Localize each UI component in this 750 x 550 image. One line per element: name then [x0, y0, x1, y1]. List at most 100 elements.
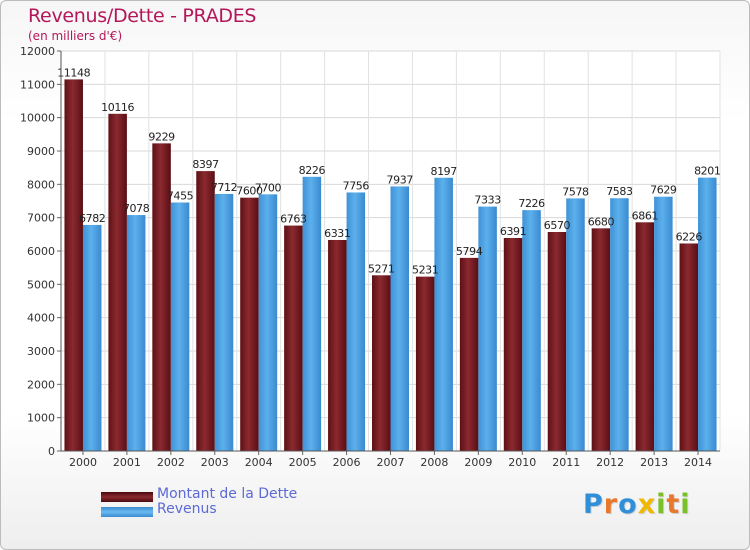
data-label-debt-2005: 6763 [280, 213, 307, 226]
bar-revenue-2011 [566, 198, 585, 451]
x-tick-label-2005: 2005 [289, 456, 317, 469]
data-label-debt-2002: 9229 [148, 130, 175, 143]
y-tick-label: 9000 [27, 145, 55, 158]
x-tick-label-2009: 2009 [464, 456, 492, 469]
legend-label-revenue: Revenus [157, 501, 217, 517]
data-label-debt-2000: 11148 [57, 66, 90, 79]
bar-revenue-2003 [214, 193, 234, 451]
y-tick-label: 6000 [27, 245, 55, 258]
data-label-revenue-2003: 7712 [211, 181, 237, 194]
y-tick-label: 4000 [27, 312, 55, 325]
data-label-revenue-2000: 6782 [79, 212, 105, 225]
bars-layer [64, 79, 717, 452]
data-label-revenue-2013: 7629 [650, 184, 677, 197]
bar-debt-2003 [196, 171, 215, 451]
axis-layer: 0 1000 2000 3000 4000 5000 6000 7000 8000 9000 100… [20, 45, 720, 469]
bar-debt-2001 [108, 113, 127, 452]
data-label-revenue-2007: 7937 [387, 173, 414, 186]
bar-debt-2008 [415, 276, 435, 451]
data-label-revenue-2012: 7583 [606, 185, 633, 198]
x-tick-label-2006: 2006 [333, 456, 361, 469]
x-tick-label-2012: 2012 [596, 456, 624, 469]
bar-revenue-2009 [478, 206, 497, 451]
legend-swatch-debt [101, 492, 153, 502]
bar-debt-2010 [503, 237, 523, 451]
bar-debt-2014 [679, 243, 699, 451]
data-label-debt-2008: 5231 [412, 264, 438, 277]
bar-revenue-2000 [82, 224, 102, 451]
bar-debt-2006 [328, 239, 347, 451]
legend-swatch-revenue [101, 507, 153, 517]
bar-debt-2007 [372, 275, 391, 451]
bar-debt-2012 [591, 228, 611, 451]
bar-revenue-2010 [522, 210, 541, 451]
x-tick-label-2003: 2003 [201, 456, 229, 469]
data-label-debt-2013: 6861 [632, 209, 658, 222]
x-tick-label-2011: 2011 [552, 456, 580, 469]
y-tick-label: 3000 [27, 345, 55, 358]
bar-revenue-2014 [698, 177, 717, 451]
bar-revenue-2007 [390, 186, 409, 451]
chart-subtitle: (en milliers d'€) [28, 29, 123, 43]
data-label-revenue-2004: 7700 [255, 181, 282, 194]
bar-debt-2009 [459, 257, 479, 451]
data-label-revenue-2014: 8201 [694, 165, 720, 178]
logo-letter: x [637, 489, 657, 520]
bar-debt-2004 [240, 197, 259, 451]
data-label-revenue-2008: 8197 [430, 165, 457, 178]
data-label-revenue-2006: 7756 [343, 179, 370, 192]
data-label-debt-2001: 10116 [101, 101, 134, 114]
bar-debt-2011 [547, 232, 567, 451]
y-tick-label: 11000 [20, 78, 55, 91]
data-label-revenue-2009: 7333 [474, 194, 501, 207]
bar-revenue-2005 [302, 176, 322, 452]
logo-letter: P [583, 489, 604, 520]
x-tick-label-2001: 2001 [113, 456, 141, 469]
data-label-revenue-2001: 7078 [123, 202, 150, 215]
data-label-debt-2004: 7600 [236, 185, 263, 198]
data-label-debt-2007: 5271 [368, 262, 394, 275]
bar-revenue-2002 [170, 202, 190, 451]
bar-revenue-2006 [346, 192, 366, 451]
bar-revenue-2004 [258, 194, 278, 452]
data-label-revenue-2011: 7578 [562, 185, 589, 198]
x-tick-label-2007: 2007 [377, 456, 405, 469]
bar-revenue-2008 [434, 177, 453, 451]
data-label-debt-2011: 6570 [544, 219, 571, 232]
x-tick-label-2004: 2004 [245, 456, 273, 469]
data-label-debt-2006: 6331 [324, 227, 350, 240]
bar-debt-2000 [64, 79, 83, 452]
x-tick-label-2013: 2013 [640, 456, 668, 469]
x-tick-label-2002: 2002 [157, 456, 185, 469]
data-label-debt-2003: 8397 [192, 158, 219, 171]
x-tick-label-2014: 2014 [684, 456, 712, 469]
legend-label-debt: Montant de la Dette [157, 486, 298, 502]
y-tick-label: 10000 [20, 112, 55, 125]
x-tick-label-2000: 2000 [69, 456, 97, 469]
y-tick-label: 0 [48, 445, 55, 458]
bar-revenue-2013 [654, 196, 673, 451]
bar-debt-2005 [284, 225, 303, 451]
y-tick-label: 2000 [27, 378, 55, 391]
data-label-revenue-2002: 7455 [167, 190, 194, 203]
y-tick-label: 7000 [27, 212, 55, 225]
bar-revenue-2012 [610, 198, 629, 451]
bar-debt-2002 [152, 143, 171, 451]
logo-letter: o [618, 489, 638, 520]
y-tick-label: 12000 [20, 45, 55, 58]
logo-letter: i [680, 489, 691, 520]
y-tick-label: 5000 [27, 278, 55, 291]
x-tick-label-2008: 2008 [420, 456, 448, 469]
logo-letter: r [603, 489, 619, 520]
data-label-debt-2009: 5794 [456, 245, 483, 258]
logo-letter: t [666, 489, 681, 520]
data-label-revenue-2005: 8226 [299, 164, 326, 177]
data-label-debt-2010: 6391 [500, 225, 526, 238]
y-tick-label: 8000 [27, 178, 55, 191]
logo-letter: i [656, 489, 667, 520]
chart-title: Revenus/Dette - PRADES [28, 5, 257, 27]
bar-debt-2013 [635, 222, 655, 451]
